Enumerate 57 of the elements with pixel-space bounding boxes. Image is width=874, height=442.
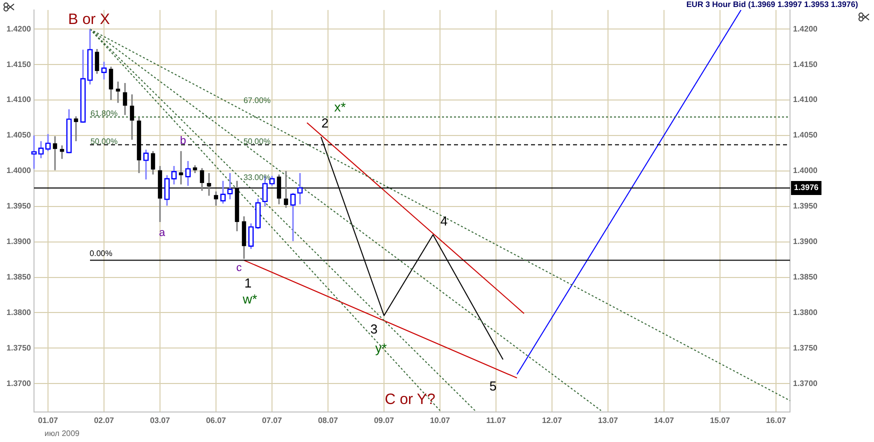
y-tick-label: 1.3850 [6,272,32,282]
x-tick-label: 08.07 [318,416,339,426]
y2-tick-label: 1.3800 [793,308,818,317]
y2-tick-label: 1.4150 [793,60,818,69]
y-tick-label: 1.4200 [6,24,32,34]
y-tick-label: 1.3800 [6,308,32,317]
y-tick-label: 1.4050 [6,130,32,140]
y-tick-label: 1.3900 [6,237,32,246]
annotation: B or X [68,11,110,28]
x-tick-label: 13.07 [598,416,619,426]
annotation: c [236,262,242,274]
x-tick-label: 15.07 [710,416,731,426]
y-tick-label: 1.3950 [6,202,32,211]
annotation: 61.80% [90,109,118,118]
y-tick-label: 1.4000 [6,166,32,176]
x-tick-label: 12.07 [542,416,563,426]
x-tick-label: 14.07 [654,416,675,426]
y2-tick-label: 1.3900 [793,237,818,246]
y-tick-label: 1.3750 [6,343,32,352]
y2-tick-label: 1.4100 [793,95,818,104]
x-tick-label: 11.07 [486,416,506,426]
y2-tick-label: 1.3700 [793,378,818,388]
y2-tick-label: 1.3850 [793,272,818,282]
y2-tick-label: 1.3750 [793,343,818,352]
annotation: 5 [489,378,497,394]
annotation: 2 [321,116,329,131]
annotation: x* [334,100,346,115]
y2-tick-label: 1.4050 [793,130,818,140]
annotation: a [158,227,166,240]
text: июл 2009 [44,429,80,438]
x-tick-label: 16.07 [766,416,787,426]
y-tick-label: 1.4100 [6,95,32,104]
annotation: y* [375,340,387,356]
chart-title: EUR 3 Hour Bid (1.3969 1.3997 1.3953 1.3976) [686,0,858,10]
x-tick-label: 06.07 [206,416,227,426]
annotation: 67.00% [243,96,271,106]
y2-tick-label: 1.4200 [793,24,818,34]
annotation: w* [242,292,258,307]
x-tick-label: 02.07 [94,416,115,426]
annotation: 50.00% [90,137,118,146]
y-tick-label: 1.4150 [6,60,32,69]
y-tick-label: 1.3700 [6,378,32,388]
annotation: 0.00% [90,249,112,258]
annotation: 1 [244,276,252,291]
annotation: 50.00% [243,137,271,146]
y2-tick-label: 1.4000 [793,166,818,176]
x-tick-label: 07.07 [262,416,283,426]
annotation: b [180,135,186,148]
annotation: 3 [370,322,378,337]
ref-line-label: 1.3976 [794,183,820,192]
x-tick-label: 01.07 [38,416,59,426]
x-tick-label: 09.07 [374,416,395,426]
annotation: C or Y? [384,391,436,408]
annotation: 4 [440,214,448,229]
x-tick-label: 03.07 [150,416,171,426]
x-tick-label: 10.07 [430,416,451,426]
y2-tick-label: 1.3950 [793,202,818,211]
